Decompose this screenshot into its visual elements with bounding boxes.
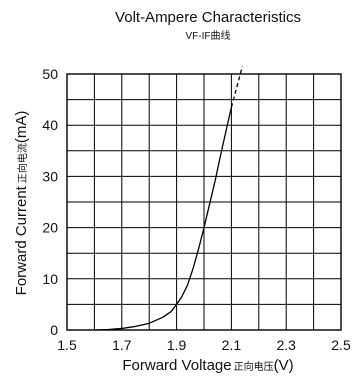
x-tick-label: 2.5 xyxy=(331,337,351,353)
chart-subtitle: VF-IF曲线 xyxy=(186,29,231,42)
plot-frame xyxy=(66,73,342,331)
y-tick-label: 50 xyxy=(42,66,58,82)
y-tick-label: 0 xyxy=(50,322,58,338)
curve-extrapolated-dashed xyxy=(230,66,243,108)
y-tick-label: 40 xyxy=(42,117,58,133)
x-tick-label: 2.3 xyxy=(276,337,296,353)
tick-labels: 1.5 1.7 1.9 2.1 2.3 2.5 0 10 20 30 40 50 xyxy=(42,66,351,353)
x-tick-label: 1.7 xyxy=(112,337,132,353)
y-tick-label: 20 xyxy=(42,220,58,236)
chart-title: Volt-Ampere Characteristics xyxy=(115,9,301,26)
y-tick-label: 10 xyxy=(42,271,58,287)
curve-measured xyxy=(94,107,233,331)
x-tick-label: 1.5 xyxy=(57,337,77,353)
y-axis-label: Forward Current正向电流(mA) xyxy=(13,111,30,296)
x-tick-label: 2.1 xyxy=(222,337,242,353)
series-group xyxy=(94,66,243,331)
x-axis-label: Forward Voltage 正向电压(V) xyxy=(122,357,293,374)
grid xyxy=(66,73,342,331)
y-tick-label: 30 xyxy=(42,168,58,184)
x-tick-label: 1.9 xyxy=(167,337,187,353)
